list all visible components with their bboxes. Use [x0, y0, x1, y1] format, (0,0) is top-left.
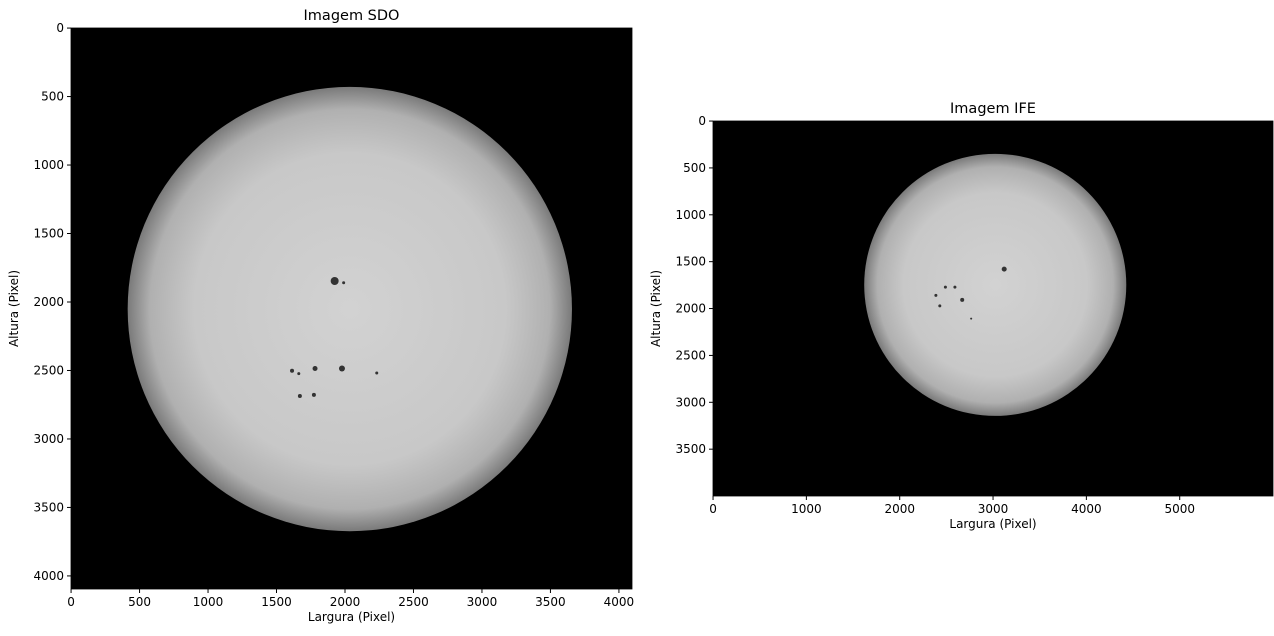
- sunspot: [970, 317, 973, 320]
- sunspot: [342, 281, 346, 285]
- x-tick-label: 4000: [1071, 502, 1102, 516]
- x-tick-label: 500: [128, 595, 151, 609]
- y-tick-label: 1000: [675, 208, 706, 222]
- sunspot: [934, 293, 938, 297]
- x-axis-label: Largura (Pixel): [308, 610, 395, 624]
- x-tick-label: 5000: [1164, 502, 1195, 516]
- y-tick-label: 500: [683, 161, 706, 175]
- y-tick-label: 3000: [675, 395, 706, 409]
- x-tick-label: 0: [709, 502, 717, 516]
- sunspot: [290, 368, 295, 373]
- y-tick-label: 2500: [33, 363, 64, 377]
- sunspot: [311, 392, 316, 397]
- y-axis-label: Altura (Pixel): [649, 270, 663, 347]
- y-tick-label: 3500: [675, 442, 706, 456]
- y-tick-label: 2000: [675, 302, 706, 316]
- y-tick-label: 1500: [675, 255, 706, 269]
- subplot: 0 1000 2000 3000 4000 5000 0 500 1000 1500 2000 250…: [649, 101, 1274, 531]
- x-tick-label: 3500: [535, 595, 566, 609]
- y-tick-label: 500: [41, 90, 64, 104]
- sun-disk: [127, 86, 572, 532]
- sun-disk: [864, 153, 1127, 416]
- y-tick-label: 1500: [33, 227, 64, 241]
- sunspot: [953, 285, 957, 289]
- y-tick-label: 3000: [33, 432, 64, 446]
- sunspot: [943, 285, 947, 289]
- x-tick-label: 2000: [330, 595, 361, 609]
- y-tick-label: 0: [698, 114, 706, 128]
- y-tick-label: 1000: [33, 158, 64, 172]
- x-tick-label: 0: [67, 595, 75, 609]
- x-tick-label: 2000: [884, 502, 915, 516]
- chart-title: Imagem IFE: [950, 101, 1036, 117]
- y-tick-label: 3500: [33, 500, 64, 514]
- sunspot: [330, 277, 339, 286]
- x-tick-label: 1000: [193, 595, 224, 609]
- sunspot: [1001, 266, 1007, 272]
- x-tick-label: 4000: [604, 595, 635, 609]
- y-tick-label: 0: [56, 21, 64, 35]
- x-tick-label: 3000: [978, 502, 1009, 516]
- sunspot: [375, 371, 379, 375]
- chart-title: Imagem SDO: [304, 8, 400, 24]
- x-tick-label: 2500: [398, 595, 429, 609]
- sunspot: [960, 297, 965, 302]
- y-tick-label: 4000: [33, 569, 64, 583]
- sunspot: [312, 366, 318, 372]
- x-tick-label: 1500: [261, 595, 292, 609]
- x-tick-label: 1000: [791, 502, 822, 516]
- sunspot: [297, 372, 301, 376]
- sunspot: [938, 304, 942, 308]
- y-tick-label: 2000: [33, 295, 64, 309]
- y-axis-label: Altura (Pixel): [7, 270, 21, 347]
- sunspot: [338, 365, 345, 372]
- sunspot: [297, 394, 302, 399]
- subplot: 0 500 1000 1500 2000 2500 3000 3500 400005001000…: [7, 8, 634, 624]
- x-tick-label: 3000: [467, 595, 498, 609]
- y-tick-label: 2500: [675, 348, 706, 362]
- x-axis-label: Largura (Pixel): [949, 517, 1036, 531]
- axes-frame: [70, 27, 633, 590]
